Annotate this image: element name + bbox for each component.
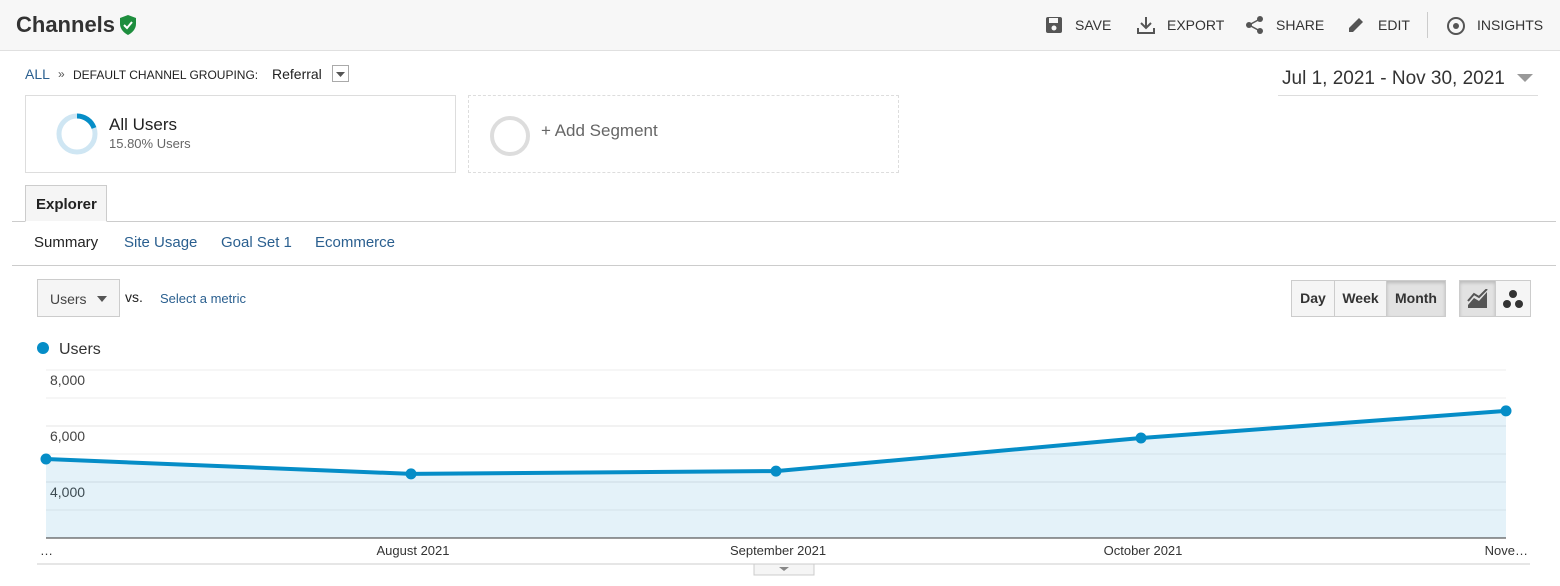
edit-icon (1349, 18, 1363, 32)
legend-marker (37, 342, 49, 354)
segment-card[interactable]: All Users 15.80% Users (25, 95, 456, 173)
point (770, 465, 782, 477)
x-tick-label: September 2021 (730, 543, 826, 558)
divider (1427, 12, 1428, 38)
share-button[interactable]: SHARE (1276, 17, 1325, 33)
subtab[interactable]: Ecommerce (315, 234, 396, 251)
button-label: Month (1395, 290, 1437, 306)
expand-arrow (779, 567, 789, 571)
share-icon (1246, 16, 1263, 34)
date-dropdown[interactable] (1516, 72, 1534, 84)
button-label: Day (1300, 290, 1326, 306)
insights-button[interactable]: INSIGHTS (1477, 17, 1544, 33)
x-tick-label: August 2021 (376, 543, 449, 558)
button-label: Week (1342, 290, 1379, 306)
line-chart-icon (1466, 288, 1488, 308)
header-bar: Channels SAVE EXPORT SHARE EDIT INSIGHTS (0, 0, 1560, 51)
motion-chart-icon (1503, 290, 1523, 308)
tab-rule (12, 221, 1556, 222)
insights-icon (1447, 17, 1465, 35)
segment-detail: 15.80% Users (109, 136, 191, 151)
export-icon (1137, 17, 1155, 34)
point (405, 468, 417, 480)
breadcrumb-separator: » (58, 67, 65, 81)
x-tick-label: Nove… (1485, 543, 1528, 558)
add-segment-ring (490, 116, 530, 156)
day-button[interactable]: Day (1291, 280, 1335, 317)
grouping-dropdown[interactable] (332, 65, 349, 82)
date-underline (1278, 95, 1538, 96)
breadcrumb-grouping: DEFAULT CHANNEL GROUPING: (73, 68, 259, 82)
motion-chart-button[interactable] (1495, 280, 1531, 317)
x-tick-label: … (40, 543, 53, 558)
edit-button[interactable]: EDIT (1378, 17, 1410, 33)
save-icon (1046, 17, 1062, 33)
add-segment-card[interactable]: + Add Segment (468, 95, 899, 173)
save-button[interactable]: SAVE (1075, 17, 1112, 33)
breadcrumb-all[interactable]: ALL (25, 66, 50, 82)
subtab[interactable]: Goal Set 1 (221, 234, 292, 251)
add-segment: + Add Segment (541, 121, 658, 140)
x-tick-label: October 2021 (1104, 543, 1183, 558)
subtab-rule (12, 265, 1556, 266)
month-button[interactable]: Month (1386, 280, 1446, 317)
point (1500, 405, 1512, 417)
subtab[interactable]: Summary (34, 234, 99, 251)
point (40, 453, 52, 465)
point (1135, 432, 1147, 444)
page-title: Channels (16, 12, 116, 37)
y-tick-label: 8,000 (50, 372, 85, 388)
week-button[interactable]: Week (1334, 280, 1387, 317)
breadcrumb-value: Referral (272, 66, 322, 82)
vs-label: vs. (125, 289, 143, 305)
secondary-metric[interactable]: Select a metric (160, 291, 246, 306)
tab-label: Explorer (36, 196, 97, 213)
legend-label: Users (59, 341, 101, 358)
export-button[interactable]: EXPORT (1167, 17, 1225, 33)
dropdown-arrow (97, 296, 107, 302)
metric-dropdown[interactable]: Users (37, 279, 120, 317)
segment-ring (56, 113, 98, 155)
metric-label: Users (50, 291, 87, 307)
y-tick-label: 6,000 (50, 428, 85, 444)
explorer-tab[interactable]: Explorer (25, 185, 107, 222)
verified-icon (120, 15, 136, 35)
y-tick-label: 4,000 (50, 484, 85, 500)
date-range[interactable]: Jul 1, 2021 - Nov 30, 2021 (1282, 68, 1505, 89)
segment-name: All Users (109, 115, 178, 134)
subtab[interactable]: Site Usage (124, 234, 198, 251)
